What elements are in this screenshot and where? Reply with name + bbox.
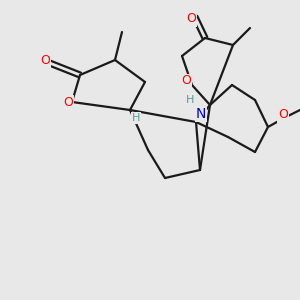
- Text: O: O: [40, 53, 50, 67]
- Text: H: H: [132, 113, 140, 123]
- Text: O: O: [186, 13, 196, 26]
- Text: N: N: [196, 107, 206, 121]
- Text: H: H: [186, 95, 194, 105]
- Text: O: O: [63, 95, 73, 109]
- Text: O: O: [278, 109, 288, 122]
- Text: O: O: [181, 74, 191, 88]
